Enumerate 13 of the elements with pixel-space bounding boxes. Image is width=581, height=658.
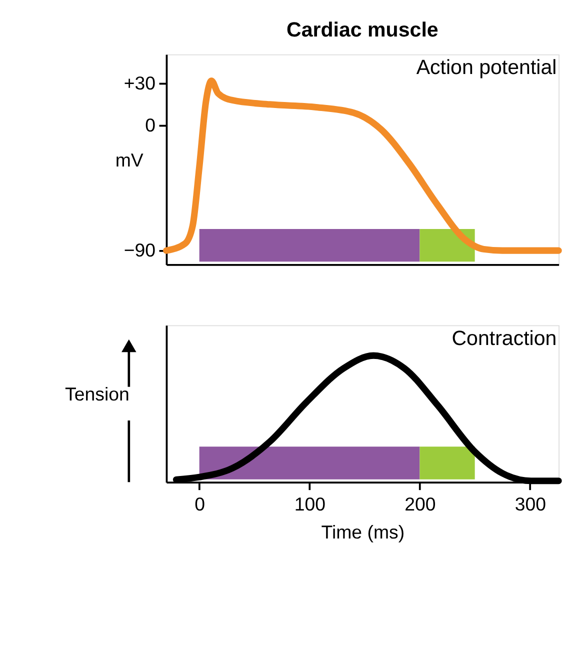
x-tick-label: 100 [294,494,326,515]
y-axis-title: Tension [65,383,130,404]
chart-title: Cardiac muscle [286,18,438,42]
x-tick-label: 0 [194,494,205,515]
y-tick-label: +30 [124,72,156,94]
annotation: Action potential [416,56,557,79]
y-tick-label: −90 [124,240,156,261]
y-axis-title: mV [115,150,144,171]
x-tick-label: 200 [404,494,436,515]
x-tick-label: 300 [514,494,546,515]
text: Contraction [452,326,557,350]
y-tick-label: 0 [145,114,156,136]
x-axis-title: Time (ms) [321,522,405,543]
